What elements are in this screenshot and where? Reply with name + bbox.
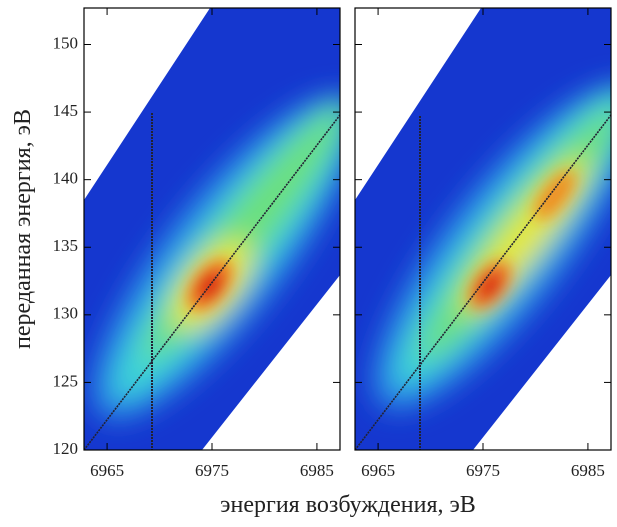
y-tick-label: 145 — [53, 101, 79, 120]
y-tick-label: 140 — [53, 169, 79, 188]
x-axis-label: энергия возбуждения, эВ — [220, 492, 476, 518]
x-tick-label: 6985 — [571, 461, 605, 480]
y-tick-label: 120 — [53, 439, 79, 458]
y-tick-label: 135 — [53, 236, 79, 255]
y-axis-label: переданная энергия, эВ — [10, 109, 36, 349]
x-tick-label: 6975 — [195, 461, 229, 480]
panel-left — [83, 7, 341, 451]
y-tick-label: 125 — [53, 371, 79, 390]
heatmap — [84, 8, 340, 450]
x-tick-label: 6965 — [361, 461, 395, 480]
y-tick-label: 150 — [53, 33, 79, 52]
x-tick-label: 6975 — [466, 461, 500, 480]
x-tick-label: 6985 — [300, 461, 334, 480]
y-tick-label: 130 — [53, 304, 79, 323]
heatmap — [355, 8, 611, 450]
x-tick-label: 6965 — [90, 461, 124, 480]
panel-right — [354, 7, 612, 451]
